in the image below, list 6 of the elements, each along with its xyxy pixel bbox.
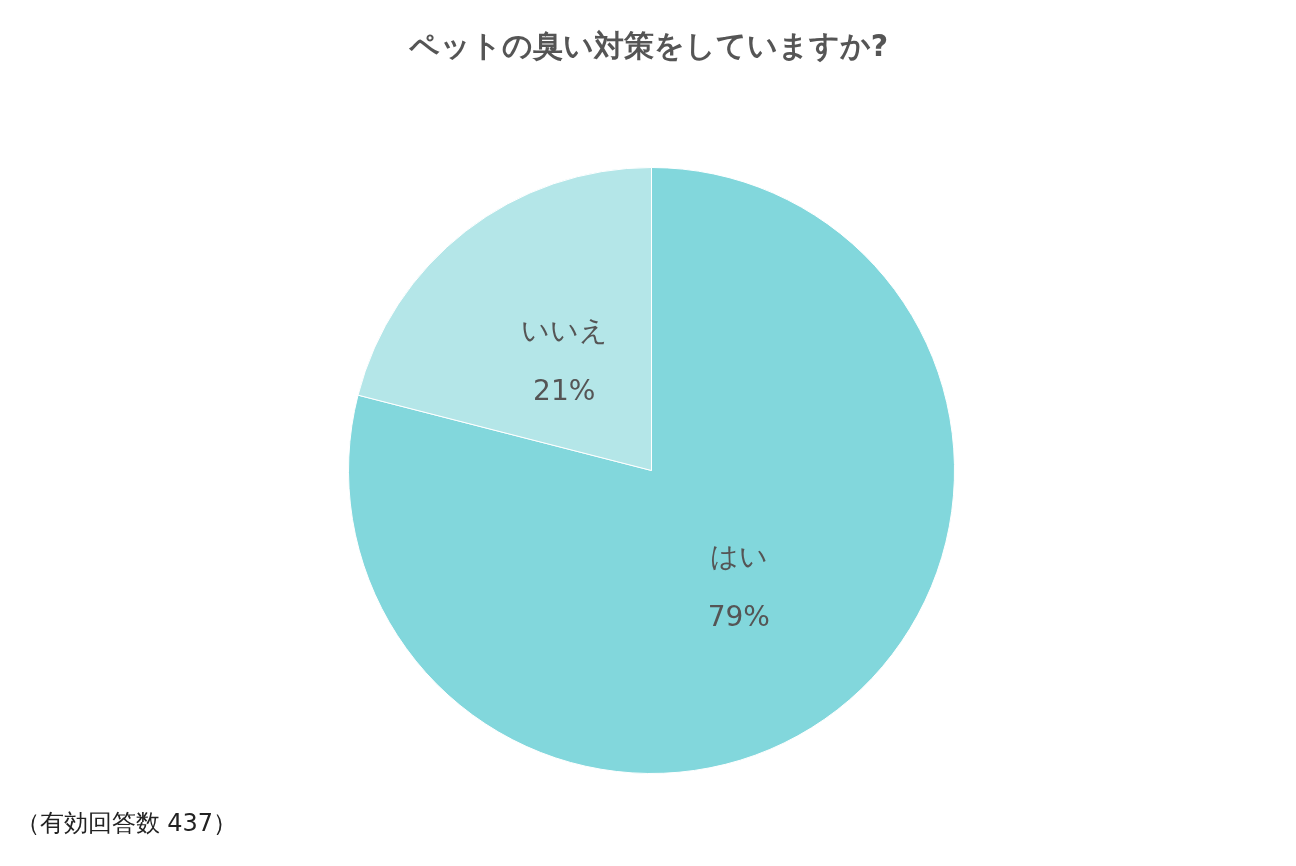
- data-label: 21%: [533, 374, 596, 408]
- data-label: 79%: [707, 599, 770, 633]
- text: （有効回答数 437）: [15, 808, 237, 837]
- slice-label: はい: [709, 539, 768, 573]
- slice-label: いいえ: [520, 314, 608, 348]
- chart-title: ペットの臭い対策をしていますか?: [407, 28, 889, 63]
